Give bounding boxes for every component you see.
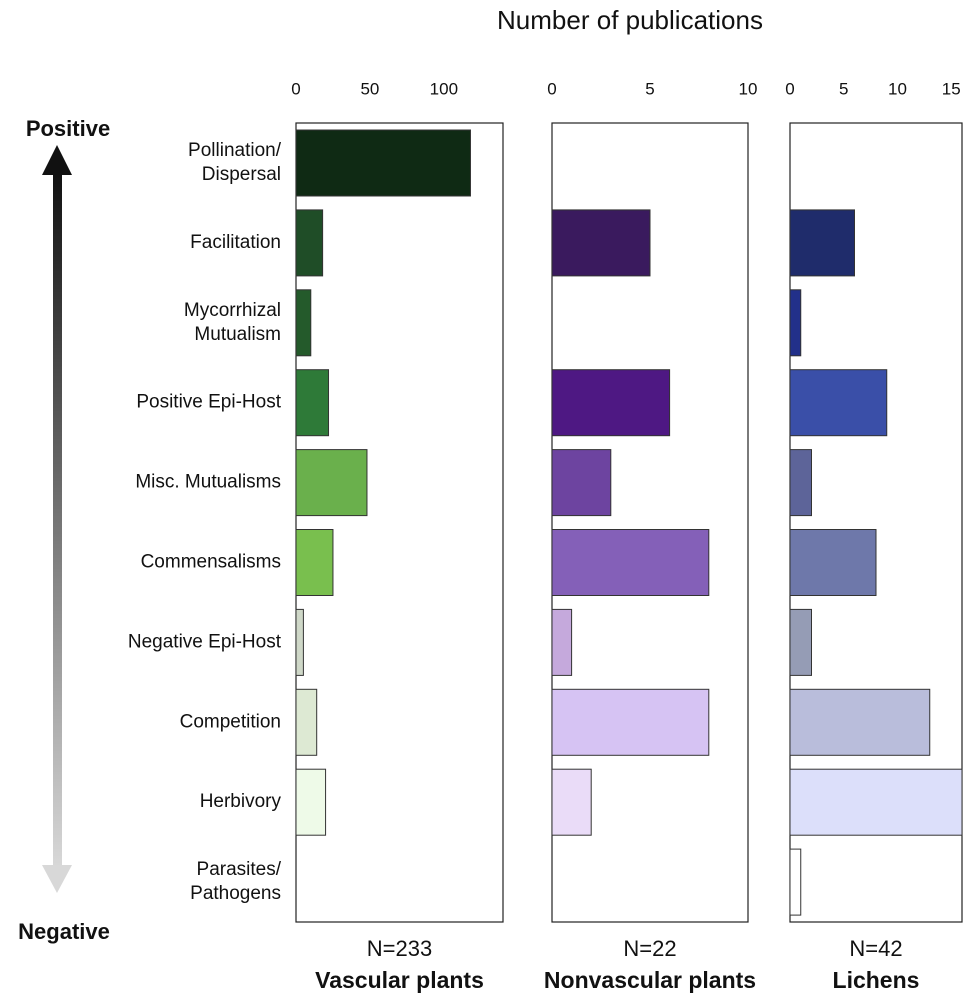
panel-name: Vascular plants — [315, 967, 484, 993]
bar — [789, 369, 888, 437]
panel-frame — [551, 122, 749, 923]
sample-size: N=233 — [367, 936, 432, 961]
category-label: Pathogens — [190, 883, 281, 904]
category-label: Misc. Mutualisms — [135, 472, 281, 493]
x-tick-label: 15 — [942, 79, 961, 98]
bar — [295, 289, 312, 357]
bar — [551, 529, 710, 596]
bar — [789, 209, 855, 277]
bar — [295, 449, 368, 517]
sample-size: N=22 — [623, 936, 676, 961]
bar — [295, 688, 318, 756]
category-label: Herbivory — [200, 791, 282, 812]
x-tick-label: 0 — [291, 79, 300, 98]
bar — [551, 768, 592, 836]
bar — [551, 688, 710, 756]
panel-name: Nonvascular plants — [544, 967, 756, 993]
category-label: Mutualism — [194, 324, 281, 345]
bar — [551, 369, 671, 437]
category-label: Competition — [180, 711, 281, 732]
x-tick-label: 5 — [839, 79, 848, 98]
title: Number of publications — [497, 5, 763, 35]
category-label: Parasites/ — [197, 859, 282, 880]
bar — [295, 129, 471, 197]
negative-label: Negative — [18, 919, 110, 944]
gradient-arrow — [42, 145, 72, 893]
bar — [551, 449, 612, 517]
bar — [551, 608, 573, 676]
bar — [295, 369, 330, 437]
bar — [551, 209, 651, 277]
category-label: Negative Epi-Host — [128, 631, 282, 652]
panel-name: Lichens — [833, 967, 920, 993]
x-tick-label: 100 — [430, 79, 458, 98]
category-label: Facilitation — [190, 232, 281, 253]
category-label: Dispersal — [202, 164, 281, 185]
bar — [295, 608, 304, 676]
bar — [789, 768, 963, 836]
x-tick-label: 50 — [360, 79, 379, 98]
x-tick-label: 10 — [739, 79, 758, 98]
bar — [789, 529, 877, 596]
x-tick-label: 0 — [785, 79, 794, 98]
x-tick-label: 0 — [547, 79, 556, 98]
bar — [295, 209, 324, 277]
bar — [789, 289, 802, 357]
bar — [789, 688, 931, 756]
category-label: Mycorrhizal — [184, 300, 281, 321]
x-tick-label: 5 — [645, 79, 654, 98]
category-label: Commensalisms — [141, 552, 281, 573]
bar — [789, 449, 812, 517]
panel-frame — [295, 122, 504, 923]
bar — [789, 608, 812, 676]
bar — [295, 768, 327, 836]
x-tick-label: 10 — [888, 79, 907, 98]
panel-frame — [789, 122, 963, 923]
bar — [789, 848, 802, 916]
bar — [295, 529, 334, 596]
positive-label: Positive — [26, 116, 110, 141]
sample-size: N=42 — [849, 936, 902, 961]
category-label: Positive Epi-Host — [136, 392, 281, 413]
category-label: Pollination/ — [188, 140, 282, 161]
